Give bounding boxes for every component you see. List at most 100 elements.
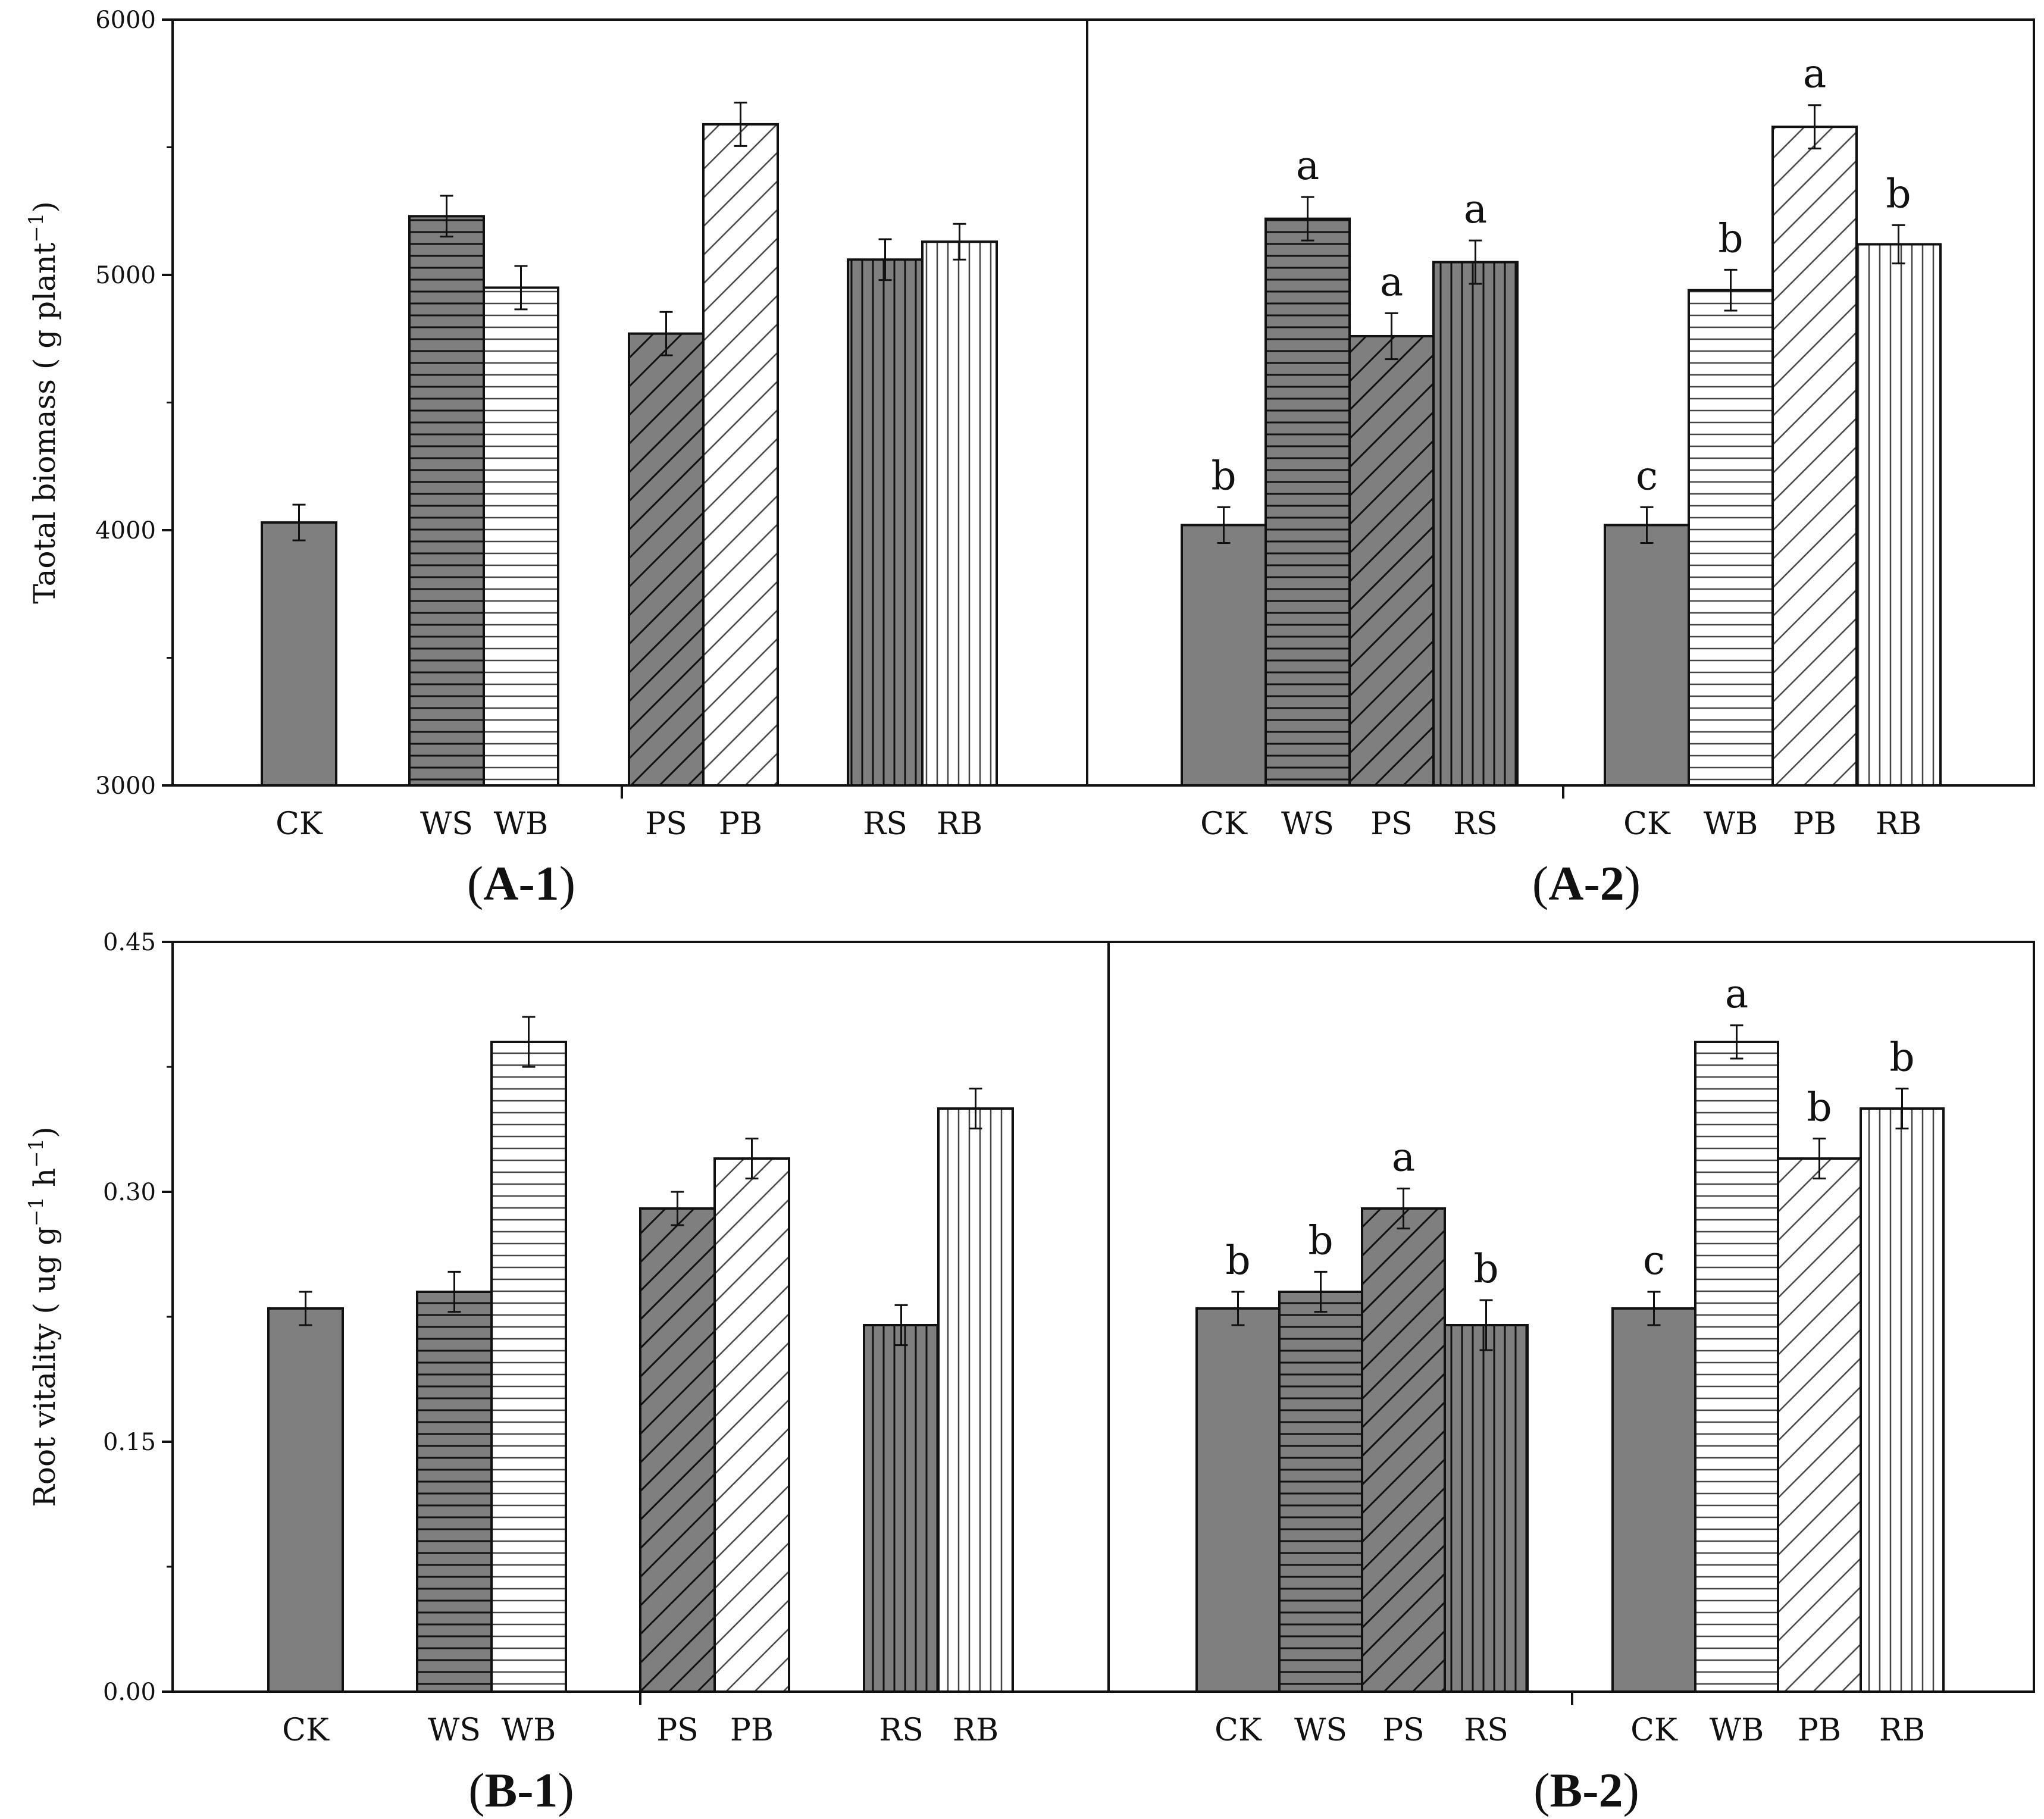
x-tick-label-a-2: RB (1876, 806, 1921, 842)
significance-letter-a-2: c (1636, 453, 1658, 499)
x-tick-label-b-2: PB (1798, 1712, 1841, 1748)
x-tick-label-b-2: RS (1464, 1712, 1508, 1748)
bar-b-2-rb (1860, 1107, 1945, 1693)
bar-a-2-pb (1771, 126, 1858, 787)
bar-b-1-pb (713, 1157, 790, 1693)
x-tick-label-a-1: PS (645, 806, 687, 842)
bar-b-2-ws (1278, 1291, 1363, 1693)
x-tick-label-b-1: RB (953, 1712, 998, 1748)
y-axis-label-a-1: Taotal biomass ( g plant−1) (24, 201, 62, 604)
y-axis-label-part: Root vitality ( ug g (27, 1226, 62, 1507)
bar-a-1-pb (702, 123, 779, 787)
caption-b-2: (B-2) (1533, 1763, 1639, 1817)
y-tick-label-a-1: 6000 (95, 7, 156, 34)
x-tick-label-a-2: WS (1281, 806, 1334, 842)
x-tick-label-a-2: PB (1793, 806, 1836, 842)
significance-letter-b-2: a (1392, 1134, 1415, 1180)
bar-b-2-rs (1444, 1324, 1529, 1693)
x-tick-label-a-1: WB (494, 806, 549, 842)
bar-a-1-ck (261, 521, 337, 787)
x-tick-label-a-1: CK (276, 806, 323, 842)
significance-letter-a-2: b (1886, 171, 1911, 217)
caption-b-1-text: B-1 (484, 1763, 558, 1817)
significance-letter-a-2: a (1296, 143, 1319, 189)
x-tick-label-a-1: RB (937, 806, 982, 842)
x-tick-label-a-1: WS (420, 806, 473, 842)
caption-a-1: (A-1) (467, 856, 576, 910)
bar-a-1-wb (483, 286, 559, 787)
x-tick-label-b-2: WB (1710, 1712, 1764, 1748)
bar-a-1-ws (408, 215, 485, 787)
bar-b-2-wb (1694, 1041, 1779, 1693)
x-tick-label-b-2: RB (1879, 1712, 1925, 1748)
bar-b-1-rb (937, 1107, 1014, 1693)
bar-a-2-ck (1604, 524, 1690, 787)
x-tick-label-b-2: WS (1294, 1712, 1347, 1748)
x-tick-label-b-2: CK (1214, 1712, 1262, 1748)
bar-a-1-ps (628, 332, 705, 787)
y-tick-label-b-1: 0.45 (103, 929, 156, 956)
y-tick-label-b-1: 0.30 (103, 1179, 156, 1206)
significance-letter-b-2: b (1308, 1217, 1333, 1263)
x-tick-label-a-1: RS (863, 806, 907, 842)
caption-a-1-text: A-1 (483, 856, 559, 910)
caption-a-2: (A-2) (1532, 856, 1641, 910)
bar-b-1-ws (416, 1291, 493, 1693)
caption-a-2-text: A-2 (1548, 856, 1624, 910)
x-tick-label-b-1: WB (502, 1712, 556, 1748)
bar-a-2-wb (1688, 289, 1774, 787)
x-tick-label-a-2: WB (1704, 806, 1758, 842)
bar-a-2-rs (1432, 261, 1519, 787)
x-tick-label-a-2: CK (1200, 806, 1248, 842)
bar-a-1-rb (921, 240, 998, 787)
x-tick-label-b-1: RS (879, 1712, 924, 1748)
bar-a-2-ck (1181, 524, 1267, 787)
x-tick-label-a-2: RS (1453, 806, 1498, 842)
x-tick-label-b-1: CK (282, 1712, 330, 1748)
x-tick-label-b-2: CK (1630, 1712, 1678, 1748)
significance-letter-b-2: b (1807, 1084, 1832, 1130)
significance-letter-a-2: a (1380, 259, 1403, 305)
y-axis-label-superscript: −1 (24, 213, 48, 243)
y-tick-label-b-1: 0.15 (103, 1429, 156, 1456)
significance-letter-b-2: b (1473, 1246, 1498, 1292)
significance-letter-a-2: b (1718, 215, 1743, 261)
x-tick-label-b-2: PS (1382, 1712, 1425, 1748)
significance-letter-a-2: a (1464, 186, 1487, 232)
y-tick-label-a-1: 3000 (95, 772, 156, 800)
panel-frame-a-2 (1086, 18, 2035, 787)
bar-b-2-ck (1195, 1307, 1281, 1693)
y-axis-label-superscript: −1 (24, 1197, 48, 1226)
y-tick-label-a-1: 4000 (95, 517, 156, 544)
significance-letter-b-2: c (1643, 1238, 1665, 1283)
x-tick-label-a-2: PS (1370, 806, 1413, 842)
significance-letter-b-2: b (1225, 1238, 1250, 1283)
x-tick-label-a-2: CK (1623, 806, 1671, 842)
x-tick-label-b-1: PB (730, 1712, 774, 1748)
bar-b-1-wb (490, 1041, 567, 1693)
y-axis-label-part: ) (27, 1126, 62, 1138)
bar-a-2-ws (1264, 217, 1351, 787)
significance-letter-a-2: a (1803, 51, 1826, 97)
bar-a-2-rb (1855, 243, 1942, 787)
significance-letter-a-2: b (1211, 453, 1236, 499)
bar-b-1-rs (863, 1324, 940, 1693)
y-tick-label-a-1: 5000 (95, 262, 156, 289)
caption-b-2-text: B-2 (1550, 1763, 1623, 1817)
caption-b-1: (B-1) (468, 1763, 574, 1817)
y-axis-label-b-1: Root vitality ( ug g−1 h−1) (24, 1126, 62, 1507)
y-axis-label-part: Taotal biomass ( g plant (27, 243, 62, 604)
bar-b-1-ck (267, 1307, 344, 1693)
bar-b-2-ps (1361, 1207, 1446, 1693)
x-tick-label-b-1: WS (428, 1712, 481, 1748)
y-axis-label-part: h (27, 1168, 62, 1197)
x-tick-label-a-1: PB (719, 806, 762, 842)
bar-b-2-pb (1777, 1157, 1862, 1693)
y-tick-label-b-1: 0.00 (103, 1679, 156, 1706)
bar-b-1-ps (639, 1207, 716, 1693)
y-axis-label-superscript: −1 (24, 1138, 48, 1168)
bar-a-2-ps (1348, 334, 1435, 787)
y-axis-label-part: ) (27, 201, 62, 213)
x-tick-label-b-1: PS (656, 1712, 699, 1748)
